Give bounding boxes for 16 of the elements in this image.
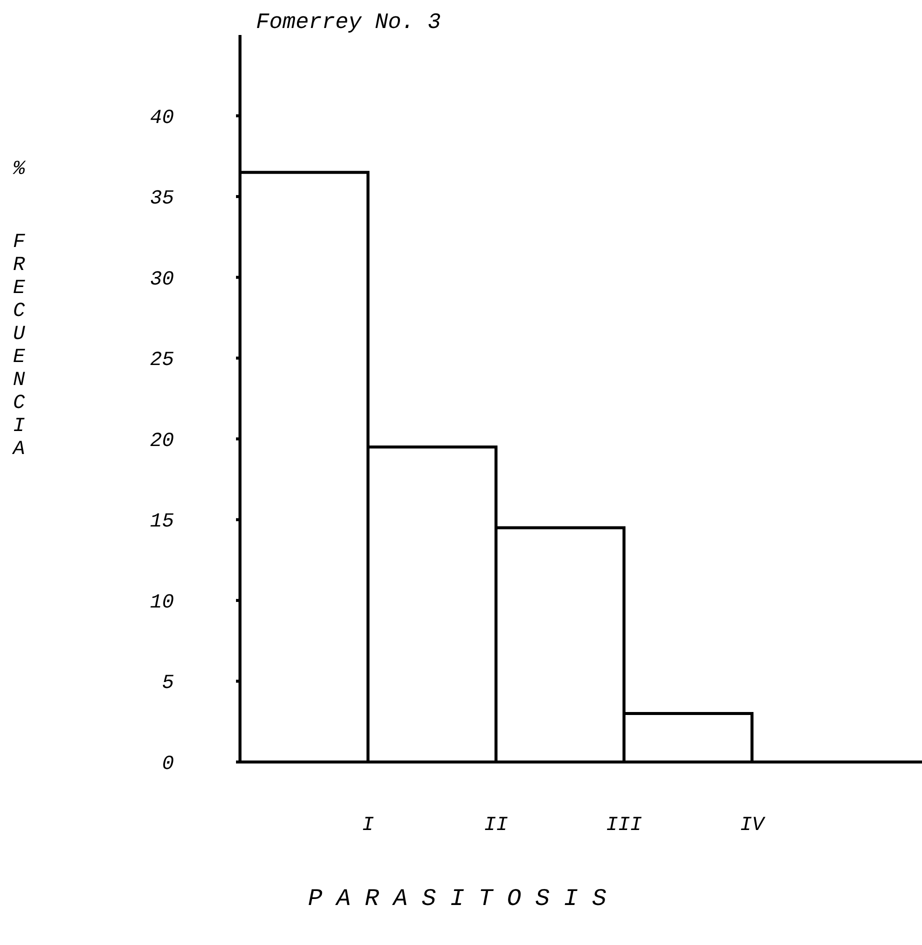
x-tick-label: IV xyxy=(740,814,766,837)
text: % FRECUENCIA xyxy=(12,158,25,461)
chart-title: Fomerrey No. 3 xyxy=(256,10,441,35)
y-tick-label: 30 xyxy=(150,268,174,292)
x-axis-title: PARASITOSIS xyxy=(308,886,620,913)
y-tick-label: 0 xyxy=(162,753,174,776)
y-tick-label: 25 xyxy=(150,349,174,372)
y-tick-label: 35 xyxy=(150,188,174,211)
y-tick-label: 10 xyxy=(150,591,174,614)
y-tick-label: 15 xyxy=(150,510,174,534)
y-tick-label: 40 xyxy=(150,106,174,130)
x-tick-label: I xyxy=(362,814,374,837)
x-tick-label: II xyxy=(484,814,508,837)
y-tick-label: 20 xyxy=(150,430,174,453)
x-tick-label: III xyxy=(606,814,642,837)
y-tick-label: 5 xyxy=(162,672,174,696)
